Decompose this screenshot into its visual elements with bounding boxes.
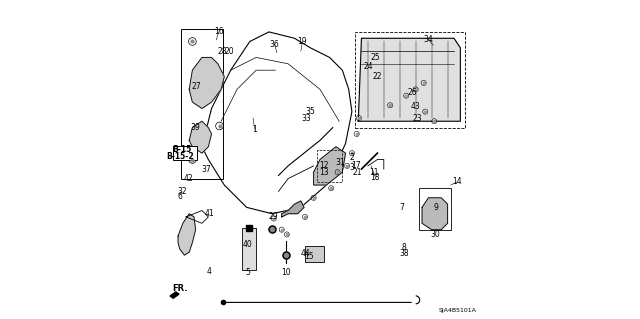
Text: 26: 26 <box>408 88 417 97</box>
Text: B-15-2: B-15-2 <box>166 152 193 161</box>
Text: 22: 22 <box>372 72 381 81</box>
Text: 28: 28 <box>218 47 227 56</box>
Bar <box>355 32 465 128</box>
Text: 21: 21 <box>353 168 362 177</box>
Text: 39: 39 <box>190 123 200 132</box>
Polygon shape <box>422 198 447 230</box>
Text: 32: 32 <box>177 187 187 196</box>
Text: 19: 19 <box>298 37 307 46</box>
Text: 30: 30 <box>431 230 440 239</box>
Bar <box>419 188 451 230</box>
Polygon shape <box>189 57 224 108</box>
Text: 18: 18 <box>371 173 380 182</box>
Polygon shape <box>178 214 196 255</box>
Text: 34: 34 <box>424 35 434 44</box>
Text: 43: 43 <box>411 102 420 111</box>
Polygon shape <box>282 201 304 217</box>
Text: 10: 10 <box>281 268 291 277</box>
Text: 7: 7 <box>399 203 404 212</box>
Bar <box>173 146 197 160</box>
Polygon shape <box>189 121 212 153</box>
Text: 15: 15 <box>305 252 314 261</box>
Text: 4: 4 <box>207 267 212 276</box>
Text: 23: 23 <box>413 114 422 122</box>
Text: 41: 41 <box>204 209 214 218</box>
Text: 2: 2 <box>349 153 355 162</box>
Text: 29: 29 <box>269 212 278 221</box>
Text: 3: 3 <box>350 163 355 172</box>
Bar <box>242 228 256 270</box>
Text: 13: 13 <box>319 168 329 177</box>
Text: 27: 27 <box>191 82 201 91</box>
Text: 17: 17 <box>351 161 361 170</box>
Bar <box>317 150 342 182</box>
Text: 24: 24 <box>363 63 372 71</box>
Text: 33: 33 <box>301 114 311 122</box>
Polygon shape <box>358 38 460 121</box>
Text: 16: 16 <box>214 27 223 36</box>
Text: 6: 6 <box>178 192 182 201</box>
Text: 44: 44 <box>301 249 311 258</box>
Text: 25: 25 <box>370 53 380 62</box>
Text: 31: 31 <box>335 158 345 167</box>
Text: B-15: B-15 <box>173 145 192 154</box>
Text: SJA4B5101A: SJA4B5101A <box>438 308 476 313</box>
Text: 42: 42 <box>184 174 193 183</box>
Text: 1: 1 <box>252 125 257 134</box>
Bar <box>181 29 223 179</box>
Text: 5: 5 <box>245 268 250 277</box>
Text: 11: 11 <box>369 168 378 177</box>
Bar <box>305 246 324 262</box>
Text: 14: 14 <box>452 177 462 186</box>
Polygon shape <box>314 147 346 185</box>
Text: 8: 8 <box>401 243 406 252</box>
Text: FR.: FR. <box>172 284 188 293</box>
Text: 20: 20 <box>225 47 234 56</box>
Text: 38: 38 <box>399 249 409 258</box>
Text: 12: 12 <box>319 161 329 170</box>
Text: 9: 9 <box>433 203 438 212</box>
Text: 35: 35 <box>305 107 316 116</box>
Text: 40: 40 <box>243 240 253 249</box>
Text: 36: 36 <box>270 40 280 49</box>
Polygon shape <box>170 292 179 298</box>
Text: 37: 37 <box>202 165 212 174</box>
